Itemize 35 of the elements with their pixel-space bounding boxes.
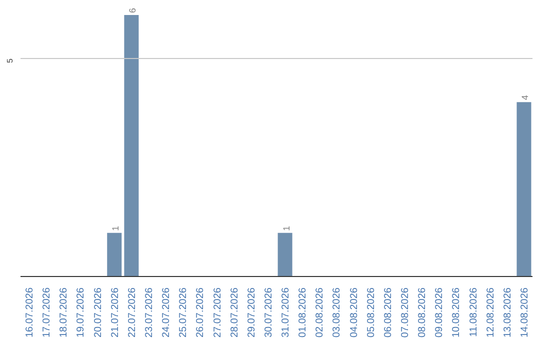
x-tick-label: 21.07.2026 [110, 287, 121, 338]
x-tick-label: 28.07.2026 [229, 287, 240, 338]
x-tick-label: 17.07.2026 [42, 287, 53, 338]
x-tick-label: 30.07.2026 [263, 287, 274, 338]
x-tick-label: 01.08.2026 [298, 287, 309, 338]
x-tick-label: 08.08.2026 [417, 287, 428, 338]
x-tick-label: 05.08.2026 [366, 287, 377, 338]
x-tick-label: 14.08.2026 [519, 287, 530, 338]
x-tick-label: 19.07.2026 [76, 287, 87, 338]
x-tick-label: 10.08.2026 [451, 287, 462, 338]
x-tick-label: 16.07.2026 [24, 287, 36, 338]
x-tick-label: 27.07.2026 [212, 287, 224, 338]
x-tick-label: 09.08.2026 [434, 287, 446, 338]
ref-line-label: 5 [6, 58, 14, 63]
x-tick-label: 13.08.2026 [502, 287, 514, 338]
x-tick-label: 23.07.2026 [144, 287, 155, 338]
x-tick-label: 04.08.2026 [348, 287, 360, 338]
data-label: 1 [110, 226, 121, 231]
x-tick-label: 02.08.2026 [314, 287, 326, 338]
data-label: 1 [281, 226, 292, 231]
x-tick-label: 18.07.2026 [58, 287, 70, 338]
x-tick-label: 26.07.2026 [195, 287, 206, 338]
x-tick-label: 11.08.2026 [468, 287, 480, 337]
x-tick-label: 25.07.2026 [178, 287, 190, 338]
x-tick-label: 24.07.2026 [161, 287, 172, 338]
x-tick-label: 06.08.2026 [382, 287, 394, 338]
x-tick-label: 31.07.2026 [280, 287, 292, 338]
x-tick-label: 12.08.2026 [485, 287, 496, 338]
data-label: 6 [128, 8, 138, 13]
data-label: 4 [520, 95, 530, 100]
x-tick-label: 03.08.2026 [332, 287, 343, 338]
x-tick-label: 22.07.2026 [126, 287, 138, 338]
x-tick-label: 20.07.2026 [92, 287, 104, 338]
x-tick-label: 07.08.2026 [400, 287, 411, 338]
x-tick-label: 29.07.2026 [246, 287, 258, 338]
